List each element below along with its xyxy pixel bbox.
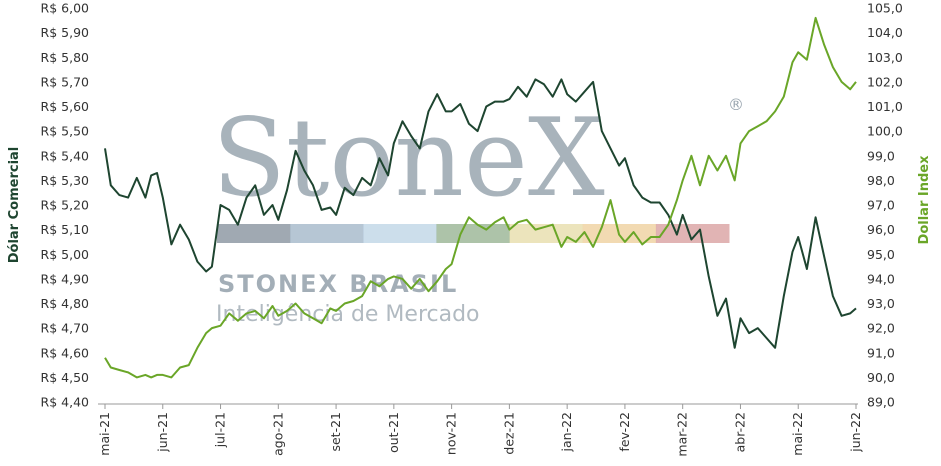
left-tick-label: R$ 5,50 bbox=[41, 124, 89, 139]
watermark-bar-segment bbox=[217, 224, 291, 243]
watermark-bar-segment bbox=[436, 224, 511, 243]
watermark-color-bar bbox=[217, 224, 730, 243]
right-axis-title: Dollar Index bbox=[917, 155, 932, 245]
left-tick-label: R$ 5,80 bbox=[41, 50, 89, 65]
stonex-watermark: StoneX ® STONEX BRASIL Inteligência de M… bbox=[212, 95, 744, 327]
x-tick-label: mai-22 bbox=[790, 412, 805, 456]
right-tick-label: 93,0 bbox=[867, 296, 895, 311]
left-tick-label: R$ 4,50 bbox=[41, 370, 89, 385]
left-tick-label: R$ 4,90 bbox=[41, 271, 89, 286]
left-y-axis: R$ 4,40 R$ 4,50 R$ 4,60 R$ 4,70 R$ 4,80 R$ 4,… bbox=[41, 1, 89, 410]
left-tick-label: R$ 5,90 bbox=[41, 25, 89, 40]
right-tick-label: 97,0 bbox=[867, 198, 895, 213]
left-tick-label: R$ 4,60 bbox=[41, 345, 89, 360]
right-tick-label: 99,0 bbox=[867, 148, 895, 163]
left-tick-label: R$ 4,40 bbox=[41, 395, 89, 410]
watermark-bar-segment bbox=[290, 224, 364, 243]
x-tick-label: jun-21 bbox=[155, 412, 170, 453]
right-tick-label: 105,0 bbox=[867, 1, 903, 16]
watermark-bar-segment bbox=[363, 224, 437, 243]
right-tick-label: 92,0 bbox=[867, 321, 895, 336]
x-tick-label: dez-21 bbox=[501, 412, 516, 455]
watermark-registered-mark: ® bbox=[728, 95, 744, 114]
right-y-axis: 89,0 90,0 91,0 92,0 93,0 94,0 95,0 96,0 97,0 98,0… bbox=[867, 1, 903, 410]
right-tick-label: 91,0 bbox=[867, 345, 895, 360]
left-axis-title: Dólar Comercial bbox=[7, 147, 22, 264]
left-tick-label: R$ 5,60 bbox=[41, 99, 89, 114]
x-tick-label: set-21 bbox=[328, 412, 343, 452]
left-tick-label: R$ 5,20 bbox=[41, 198, 89, 213]
right-tick-label: 101,0 bbox=[867, 99, 903, 114]
right-tick-label: 89,0 bbox=[867, 395, 895, 410]
x-tick-label: out-21 bbox=[386, 412, 401, 453]
watermark-logo: StoneX bbox=[212, 96, 605, 221]
series-line-dolar-comercial bbox=[104, 78, 857, 349]
x-tick-label: nov-21 bbox=[444, 412, 459, 455]
x-axis: mai-21 jun-21 jul-21 ago-21 set-21 out-21 nov-… bbox=[97, 404, 863, 457]
x-tick-label: ago-21 bbox=[270, 412, 285, 456]
right-tick-label: 100,0 bbox=[867, 124, 903, 139]
left-tick-label: R$ 5,00 bbox=[41, 247, 89, 262]
x-tick-label: mai-21 bbox=[97, 412, 112, 456]
right-tick-label: 94,0 bbox=[867, 271, 895, 286]
right-tick-label: 95,0 bbox=[867, 247, 895, 262]
left-tick-label: R$ 4,80 bbox=[41, 296, 89, 311]
right-tick-label: 98,0 bbox=[867, 173, 895, 188]
x-tick-label: fev-22 bbox=[617, 412, 632, 452]
x-tick-label: jan-22 bbox=[559, 412, 574, 452]
right-tick-label: 96,0 bbox=[867, 222, 895, 237]
left-tick-label: R$ 5,10 bbox=[41, 222, 89, 237]
x-tick-label: mar-22 bbox=[675, 412, 690, 457]
x-tick-label: abr-22 bbox=[732, 412, 747, 452]
x-tick-label: jul-21 bbox=[213, 412, 228, 448]
left-tick-label: R$ 5,70 bbox=[41, 74, 89, 89]
left-tick-label: R$ 6,00 bbox=[41, 1, 89, 16]
watermark-bar-segment bbox=[509, 224, 584, 243]
left-tick-label: R$ 4,70 bbox=[41, 321, 89, 336]
left-tick-label: R$ 5,40 bbox=[41, 148, 89, 163]
series-layer bbox=[104, 16, 857, 379]
right-tick-label: 103,0 bbox=[867, 50, 903, 65]
series-line-dollar-index bbox=[104, 16, 857, 379]
watermark-tagline: Inteligência de Mercado bbox=[216, 302, 480, 327]
right-tick-label: 104,0 bbox=[867, 25, 903, 40]
x-tick-label: jun-22 bbox=[848, 412, 863, 453]
right-tick-label: 102,0 bbox=[867, 74, 903, 89]
right-tick-label: 90,0 bbox=[867, 370, 895, 385]
left-tick-label: R$ 5,30 bbox=[41, 173, 89, 188]
